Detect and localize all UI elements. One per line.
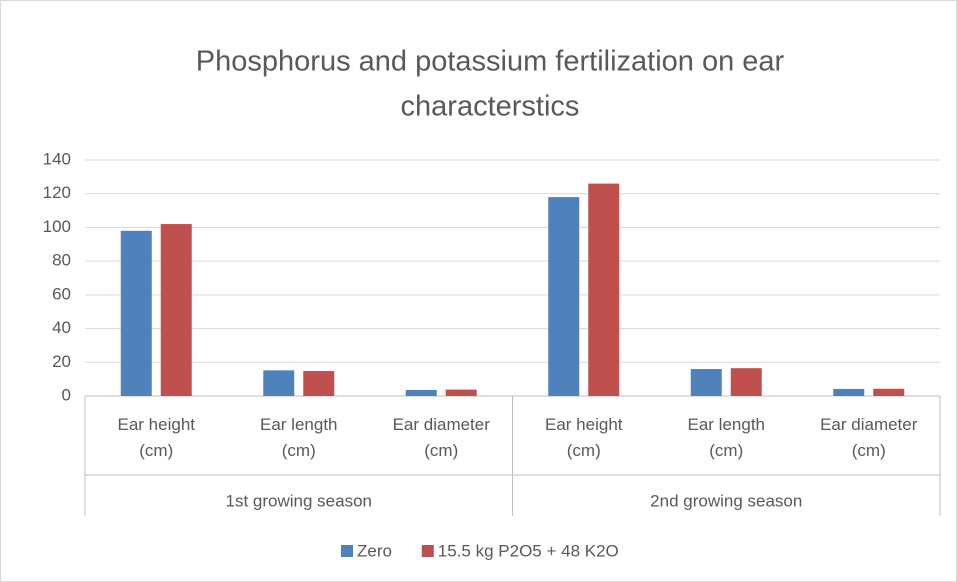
- legend-swatch: [421, 545, 434, 557]
- x-tick-label: Ear height (cm): [118, 415, 196, 460]
- y-tick-label: 100: [43, 217, 71, 236]
- bar: [263, 370, 295, 396]
- y-tick-label: 40: [52, 318, 71, 337]
- bar: [873, 388, 905, 396]
- group-label: 1st growing season: [226, 491, 372, 510]
- bar: [160, 224, 192, 396]
- bar: [120, 230, 152, 396]
- bar: [690, 369, 722, 396]
- x-tick-label: Ear diameter (cm): [820, 415, 918, 460]
- y-tick-label: 80: [52, 251, 71, 270]
- bar: [303, 371, 335, 396]
- legend-label: 15.5 kg P2O5 + 48 K2O: [438, 541, 619, 560]
- y-tick-label: 60: [52, 284, 71, 303]
- x-tick-label: Ear diameter (cm): [393, 415, 491, 460]
- bar: [833, 388, 865, 396]
- bar: [445, 389, 477, 396]
- x-tick-label: Ear length (cm): [260, 415, 338, 460]
- group-label: 2nd growing season: [650, 491, 802, 510]
- chart-title: Phosphorus and potassium fertilization o…: [196, 46, 785, 78]
- bar: [730, 368, 762, 396]
- legend-label: Zero: [357, 541, 392, 560]
- x-tick-label: Ear height (cm): [545, 415, 623, 460]
- y-tick-label: 140: [43, 149, 71, 168]
- bar: [405, 389, 437, 396]
- bar: [588, 183, 620, 396]
- chart-title: characterstics: [401, 91, 580, 123]
- bar: [548, 197, 580, 396]
- x-tick-label: Ear length (cm): [688, 415, 766, 460]
- y-tick-label: 0: [62, 385, 71, 404]
- y-tick-label: 120: [43, 183, 71, 202]
- legend-swatch: [341, 545, 353, 557]
- y-tick-label: 20: [52, 352, 71, 371]
